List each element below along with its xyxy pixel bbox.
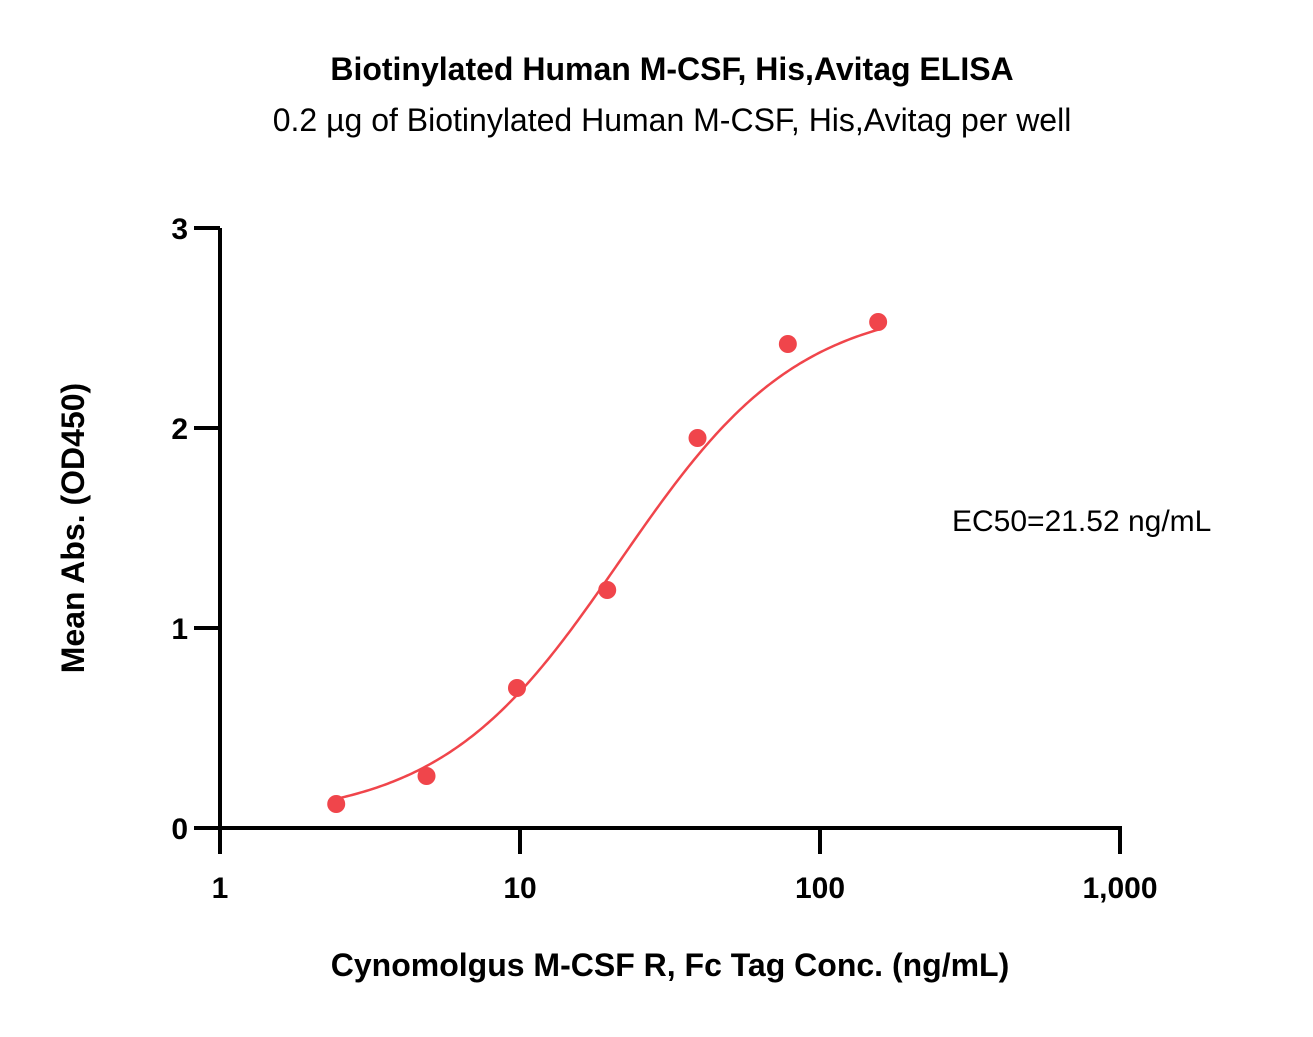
x-tick-label: 100	[795, 872, 845, 905]
y-tick-label: 0	[171, 813, 188, 846]
y-axis-label: Mean Abs. (OD450)	[55, 383, 91, 673]
data-point	[507, 679, 526, 697]
fit-curve-layer	[335, 328, 879, 801]
x-tick-label: 1,000	[1082, 872, 1157, 905]
data-points	[327, 313, 888, 813]
chart-subtitle: 0.2 µg of Biotinylated Human M-CSF, His,…	[273, 102, 1072, 138]
x-axis-label: Cynomolgus M-CSF R, Fc Tag Conc. (ng/mL)	[331, 947, 1009, 983]
data-point	[778, 335, 797, 353]
data-point	[417, 767, 436, 785]
data-point	[688, 429, 707, 447]
x-tick-label: 10	[503, 872, 536, 905]
data-point	[869, 313, 888, 331]
y-tick-label: 3	[171, 213, 188, 246]
ec50-annotation: EC50=21.52 ng/mL	[952, 505, 1211, 538]
x-tick-label: 1	[212, 872, 229, 905]
data-point	[598, 581, 617, 599]
axes	[218, 228, 1122, 830]
chart-title: Biotinylated Human M-CSF, His,Avitag ELI…	[330, 51, 1013, 87]
y-tick-label: 2	[171, 413, 188, 446]
fit-curve	[335, 328, 879, 801]
data-point	[327, 795, 346, 813]
y-tick-label: 1	[171, 613, 188, 646]
